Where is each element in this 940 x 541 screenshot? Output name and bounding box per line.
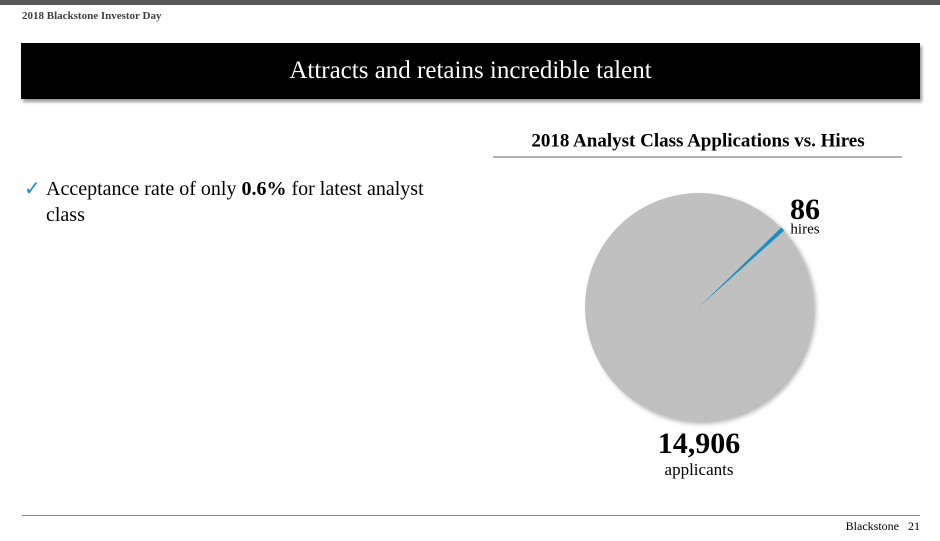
brand: Blackstone <box>845 519 899 533</box>
bullet-highlight: 0.6% <box>241 178 287 200</box>
chart-title: 2018 Analyst Class Applications vs. Hire… <box>531 130 864 151</box>
footer: Blackstone 21 <box>846 519 920 534</box>
slide-title: Attracts and retains incredible talent <box>21 43 920 99</box>
event-label: 2018 Blackstone Investor Day <box>22 10 162 22</box>
top-bar <box>0 0 940 5</box>
value-label: 86 <box>790 193 820 226</box>
bullet-text: Acceptance rate of only <box>46 178 242 200</box>
pie-slice <box>698 227 785 308</box>
pie-slice <box>584 192 813 421</box>
value-label: 14,906 <box>658 427 741 460</box>
footer-line <box>22 515 920 516</box>
check-icon: ✓ <box>24 178 41 200</box>
bullet: ✓ Acceptance rate of only 0.6% for latest… <box>24 176 446 228</box>
bullet-text: for latest analyst class <box>46 178 424 226</box>
category-label: hires <box>790 221 819 237</box>
page-number: 21 <box>908 519 920 533</box>
category-label: applicants <box>665 460 734 479</box>
pie <box>584 192 813 421</box>
